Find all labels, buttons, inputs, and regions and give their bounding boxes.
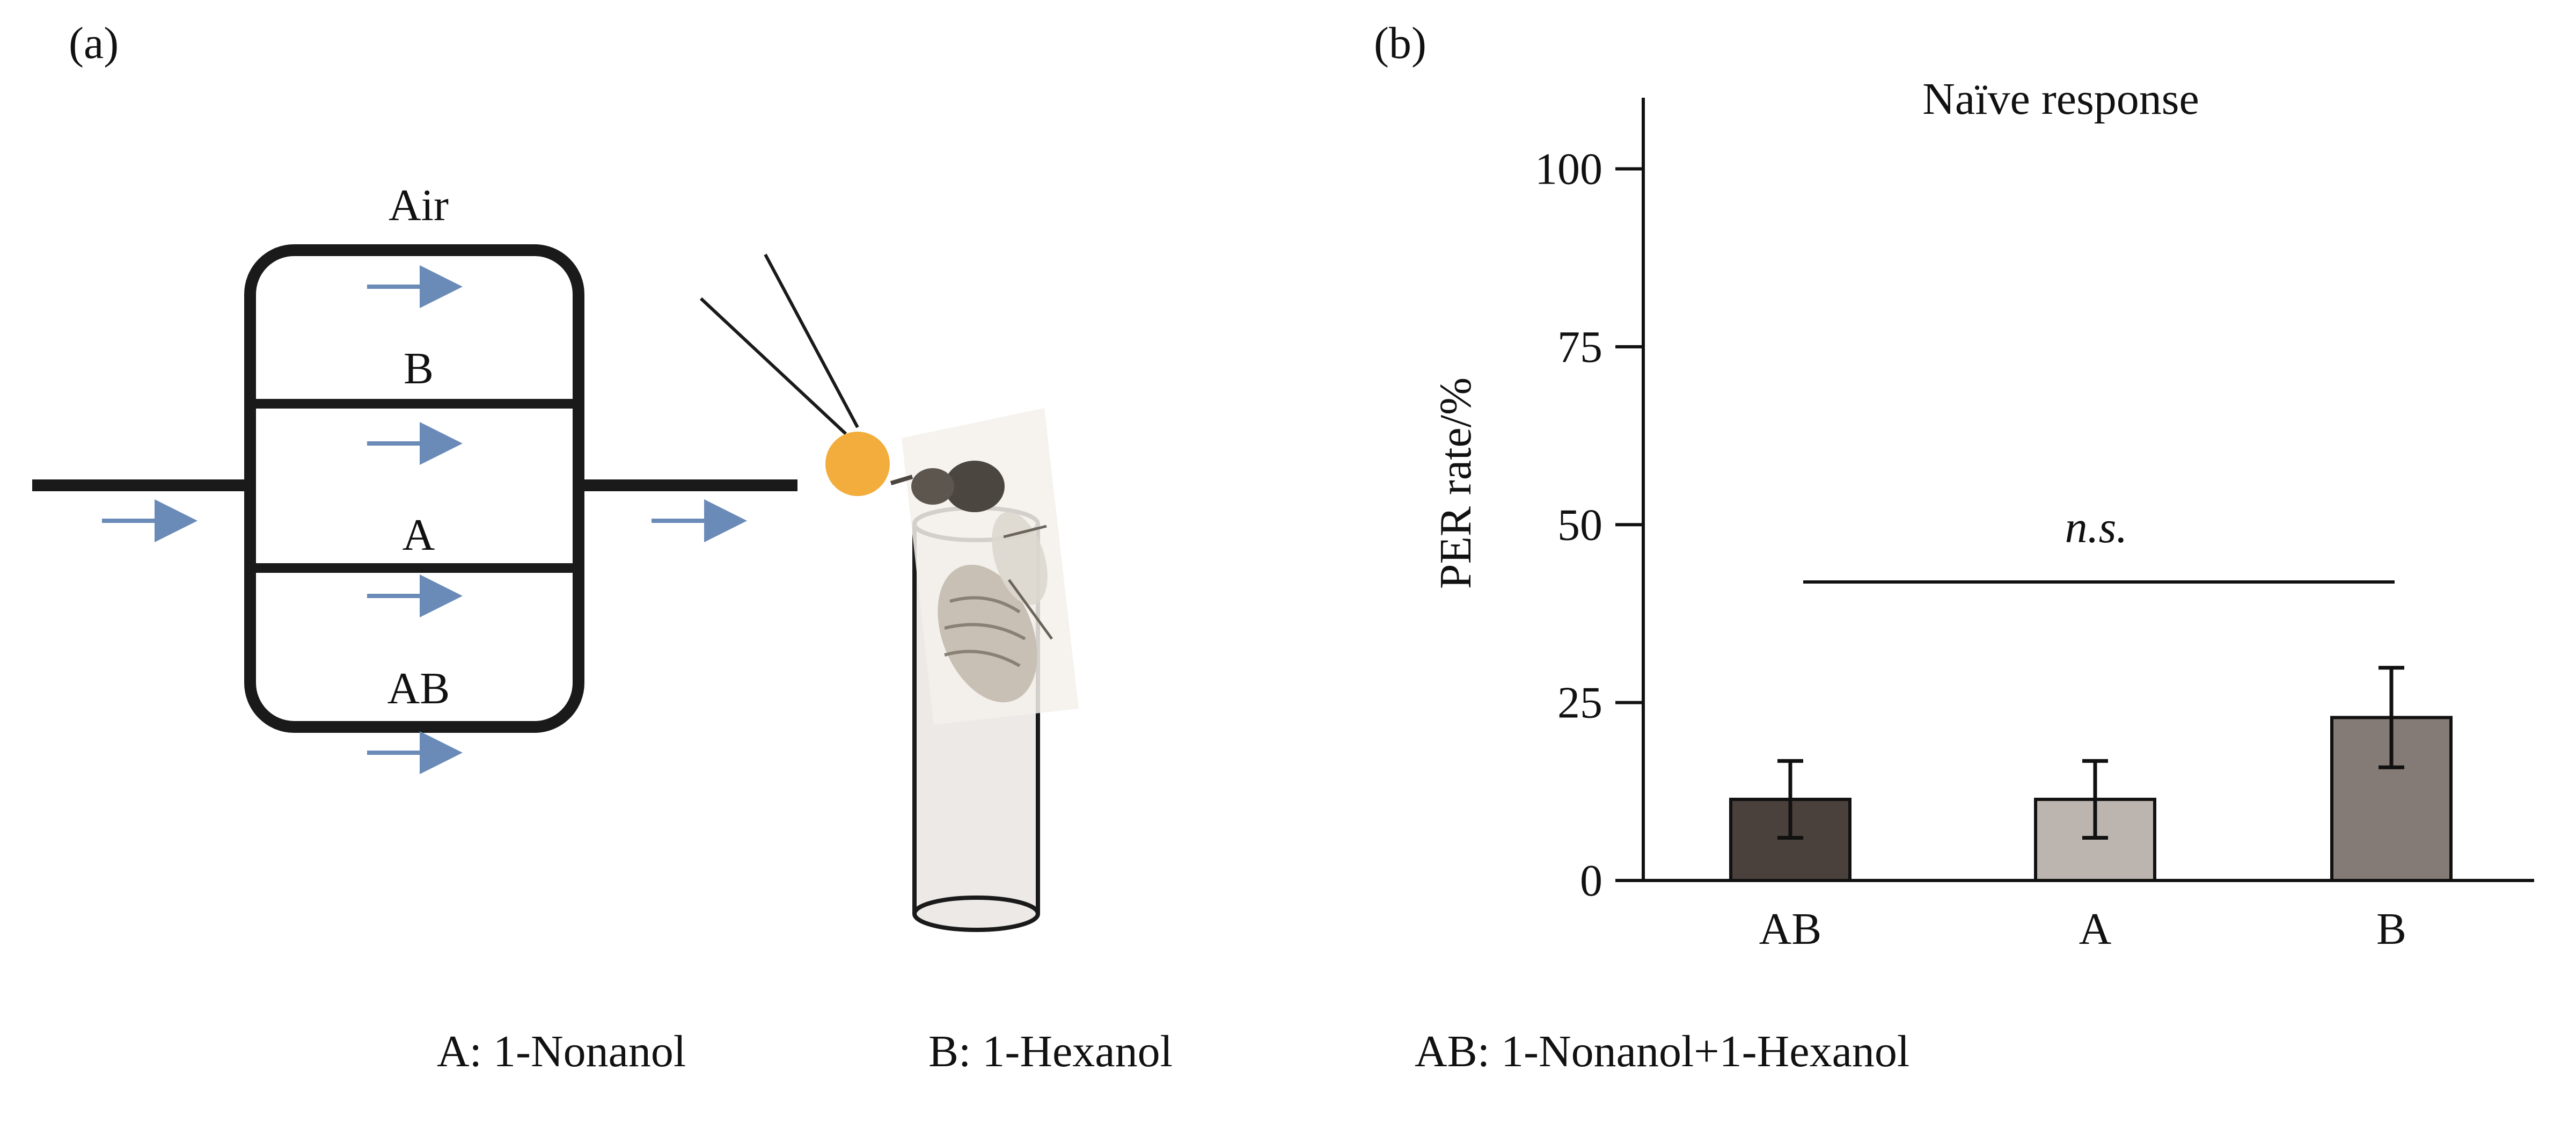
y-tick-label: 25 — [1557, 678, 1602, 728]
legend-item-b: B: 1-Hexanol — [928, 1027, 1173, 1076]
y-tick-label: 100 — [1535, 144, 1602, 194]
channel-label-a: A — [402, 510, 435, 560]
x-tick-label: AB — [1759, 904, 1822, 954]
stimulus-stick — [699, 297, 847, 435]
channel-label-air: Air — [389, 180, 449, 230]
legend-item-ab: AB: 1-Nonanol+1-Hexanol — [1415, 1027, 1909, 1076]
channel-label-b: B — [404, 344, 434, 394]
panel-label-a: (a) — [69, 18, 119, 68]
manifold-outline — [244, 244, 584, 733]
x-tick-label: A — [2079, 904, 2112, 954]
y-axis-title: PER rate/% — [1431, 377, 1481, 589]
legend-item-a: A: 1-Nonanol — [437, 1027, 686, 1076]
x-tick-label: B — [2376, 904, 2406, 954]
y-tick-label: 75 — [1557, 322, 1602, 372]
bee-icon — [890, 408, 1079, 725]
y-tick-label: 0 — [1580, 856, 1602, 906]
panel-label-b: (b) — [1374, 18, 1426, 68]
channel-label-ab: AB — [387, 664, 450, 714]
sucrose-droplet — [825, 432, 890, 496]
olfactometer-diagram: Air B A AB — [32, 180, 1079, 932]
significance-label: n.s. — [2065, 503, 2128, 552]
y-tick-label: 50 — [1557, 500, 1602, 550]
chart-title: Naïve response — [1922, 74, 2199, 124]
stimulus-stick — [764, 253, 859, 428]
